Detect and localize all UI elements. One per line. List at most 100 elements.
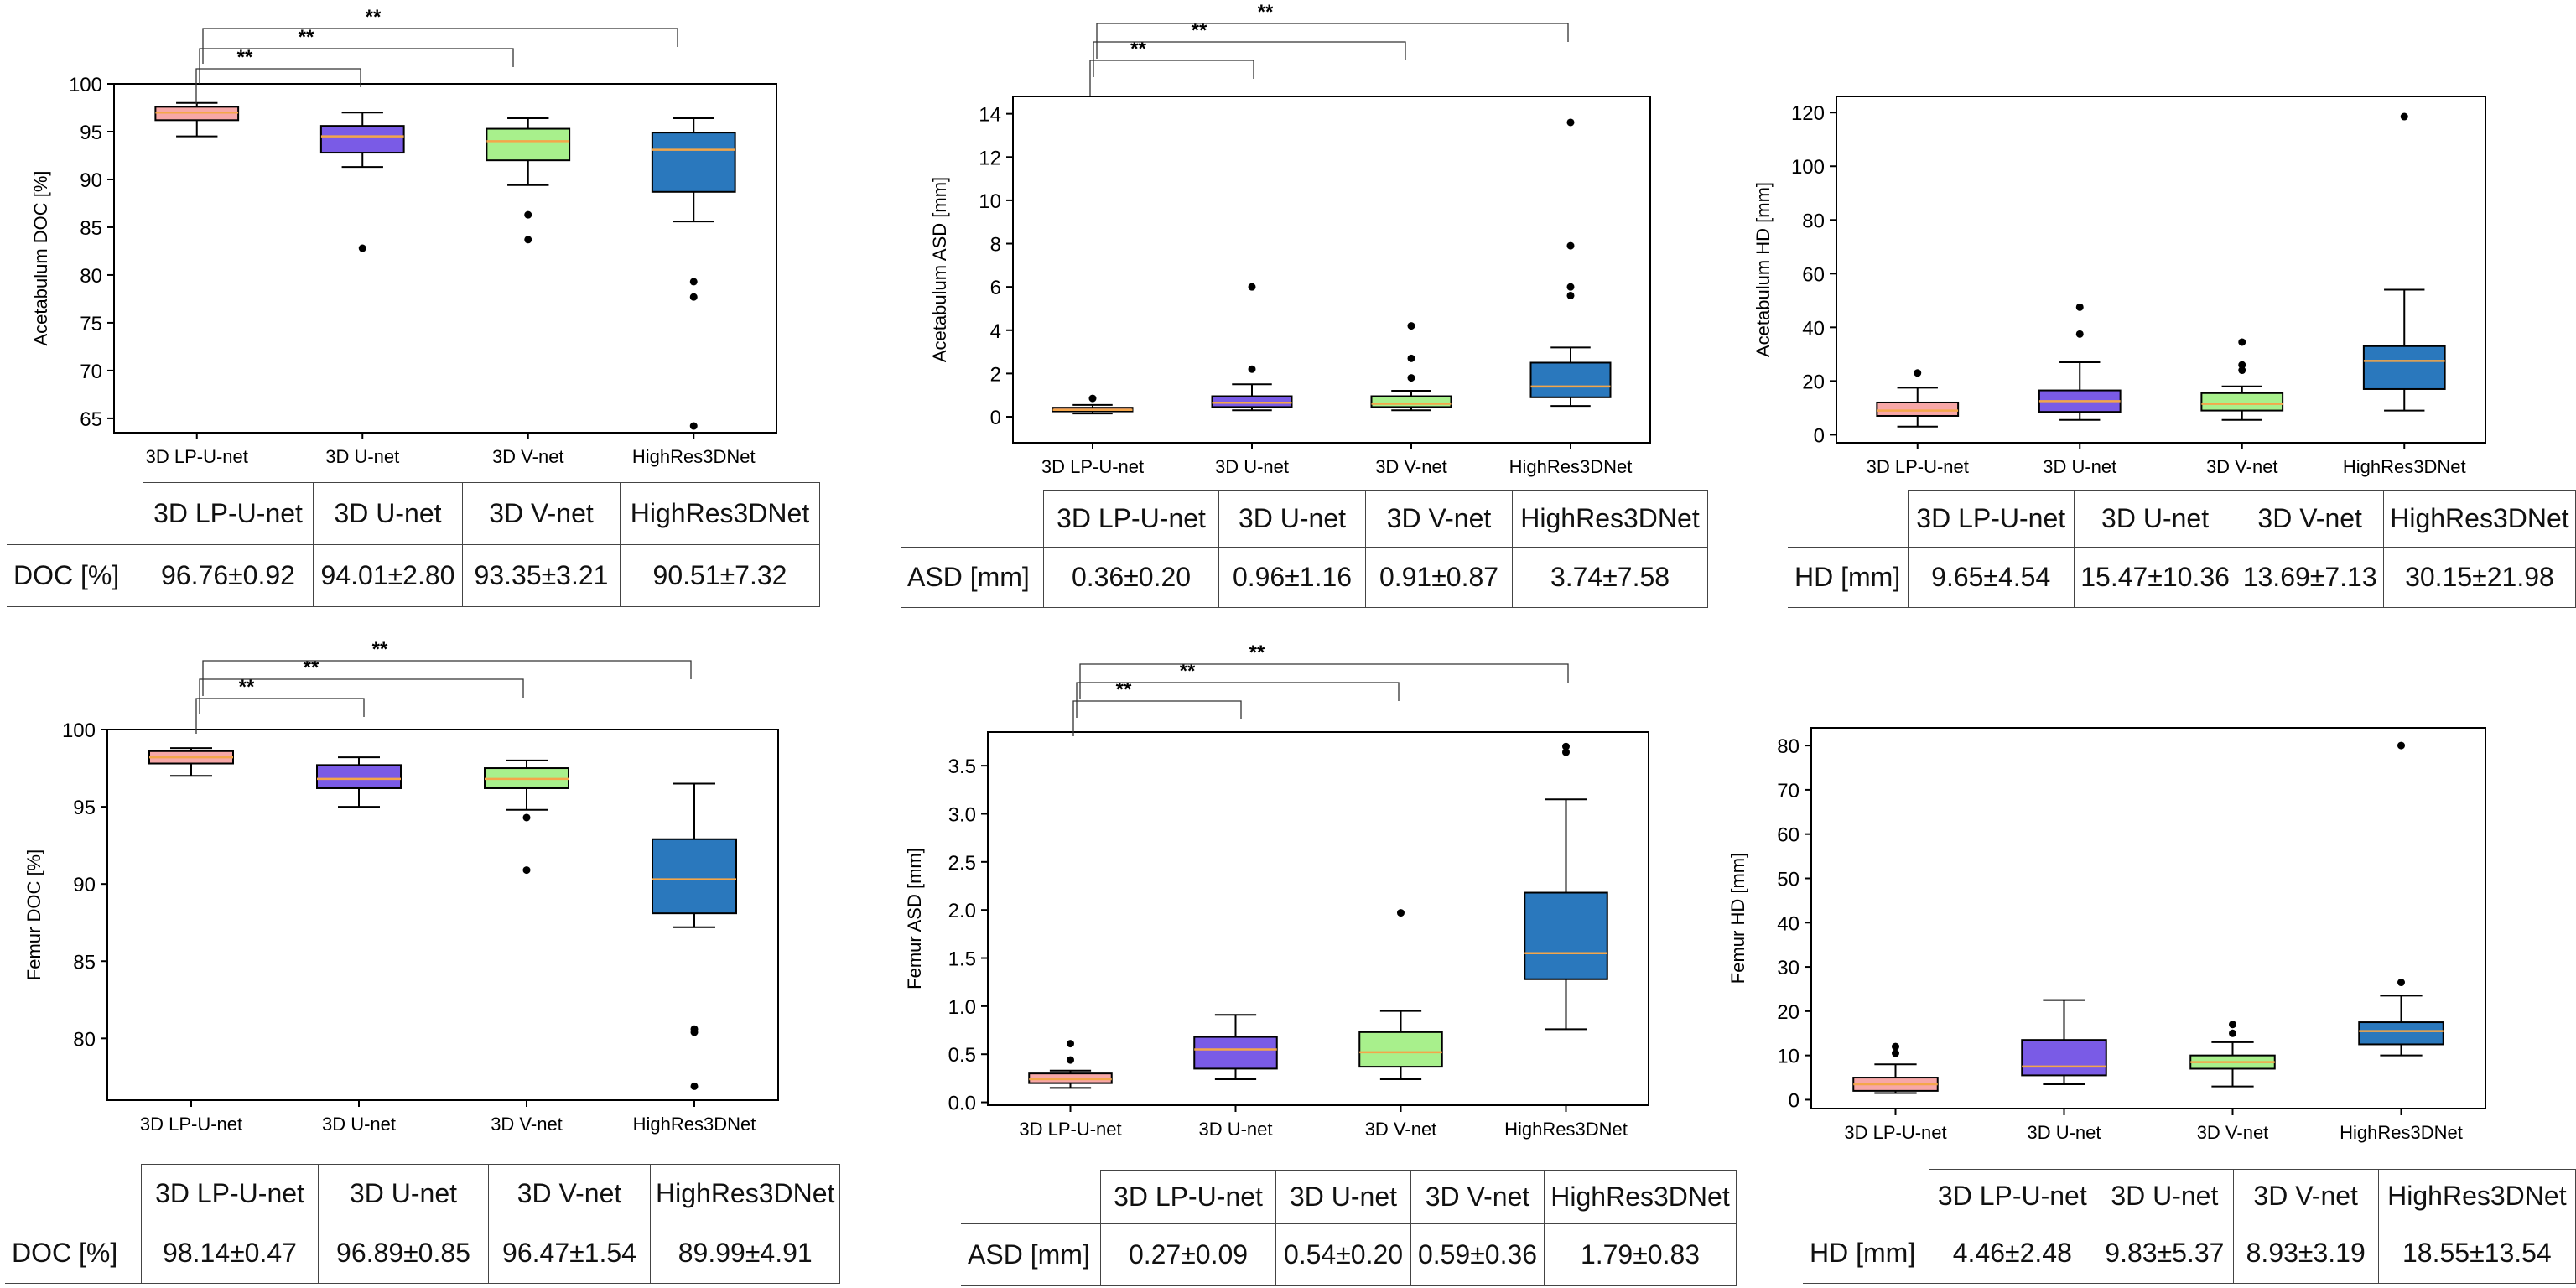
outlier-point	[1397, 909, 1405, 917]
y-tick-label: 95	[73, 797, 96, 819]
y-tick-label: 3.0	[948, 803, 976, 826]
table-header: 3D V-net	[1365, 490, 1513, 548]
table-header: 3D V-net	[2236, 490, 2384, 548]
table-cell: 8.93±3.19	[2232, 1223, 2379, 1284]
table-cell: 96.89±0.85	[318, 1223, 489, 1284]
outlier-point	[2397, 741, 2405, 750]
outlier-point	[524, 210, 532, 219]
table-header: 3D U-net	[1275, 1170, 1411, 1224]
significance-marker: **	[1192, 19, 1208, 42]
box-highres3dnet	[651, 132, 736, 193]
y-tick-label: 1.0	[948, 996, 976, 1019]
y-tick-label: 1.5	[948, 948, 976, 971]
y-axis-label: Acetabulum ASD [mm]	[929, 177, 950, 362]
significance-marker: **	[1180, 660, 1196, 683]
x-tick-label: 3D LP-U-net	[1844, 1122, 1946, 1143]
y-tick-label: 14	[979, 104, 1001, 127]
table-header: 3D V-net	[462, 482, 621, 545]
table-cell: 9.65±4.54	[1907, 547, 2075, 608]
outlier-point	[689, 422, 698, 430]
x-tick-label: 3D U-net	[325, 446, 399, 467]
table-cell: 0.59±0.36	[1410, 1223, 1545, 1286]
x-tick-label: HighRes3DNet	[2343, 456, 2466, 477]
x-tick-label: 3D LP-U-net	[1041, 456, 1144, 477]
significance-bracket	[1096, 23, 1569, 59]
significance-bracket	[1076, 682, 1400, 718]
outlier-point	[1248, 283, 1256, 291]
panel-3: 0 20 40 60 80 100 120 Acetabulum HD [mm] 3D LP-U…	[1753, 96, 2486, 477]
y-tick-label: 80	[1802, 210, 1825, 232]
panel-6: 0 10 20 30 40 50 60 70 80 Femur HD [mm] 3D LP-U-ne…	[1727, 727, 2486, 1143]
x-tick-label: HighRes3DNet	[633, 1114, 756, 1135]
outlier-point	[2397, 979, 2405, 987]
x-tick-label: 3D V-net	[2197, 1122, 2269, 1143]
y-tick-label: 10	[979, 190, 1001, 213]
table-cell: 89.99±4.91	[649, 1223, 841, 1284]
outlier-point	[690, 1082, 699, 1090]
outlier-point	[2229, 1021, 2236, 1029]
y-tick-label: 30	[1777, 957, 1800, 979]
table-corner	[5, 1164, 142, 1223]
x-tick-label: 3D LP-U-net	[1867, 456, 1969, 477]
x-tick-label: 3D V-net	[1365, 1119, 1437, 1140]
y-tick-label: 10	[1777, 1046, 1800, 1068]
panel-4: 80 85 90 95 100 Femur DOC [%] 3D LP-U-net 3D U-…	[23, 638, 779, 1135]
outlier-point	[2238, 361, 2246, 369]
stats-table-1: 3D LP-U-net 3D U-net 3D V-net HighRes3DNet D…	[7, 482, 820, 607]
table-cell: 4.46±2.48	[1928, 1223, 2097, 1284]
outlier-point	[1892, 1049, 1899, 1057]
y-tick-label: 65	[80, 408, 102, 431]
table-cell: 98.14±0.47	[141, 1223, 319, 1284]
table-header: 3D LP-U-net	[1100, 1170, 1276, 1224]
table-metric-label: ASD [mm]	[961, 1223, 1101, 1286]
box-3d-v-net	[486, 127, 571, 162]
plot-area	[1810, 727, 2486, 1109]
y-tick-label: 85	[80, 217, 102, 240]
x-tick-label: HighRes3DNet	[632, 446, 756, 467]
outlier-point	[522, 866, 531, 875]
x-tick-label: 3D LP-U-net	[140, 1114, 242, 1135]
significance-bracket	[1093, 41, 1406, 77]
box-3d-v-net	[2200, 392, 2284, 412]
y-tick-label: 12	[979, 147, 1001, 169]
y-axis-label: Femur DOC [%]	[23, 849, 44, 980]
y-axis-label: Femur HD [mm]	[1727, 853, 1748, 984]
outlier-point	[358, 244, 366, 252]
outlier-point	[2075, 330, 2084, 338]
y-tick-label: 80	[73, 1028, 96, 1051]
table-header: 3D U-net	[313, 482, 463, 545]
significance-marker: **	[237, 46, 253, 69]
y-tick-label: 0.5	[948, 1044, 976, 1067]
table-corner	[961, 1170, 1101, 1224]
table-header: 3D LP-U-net	[1928, 1169, 2097, 1223]
table-header: 3D V-net	[488, 1164, 651, 1223]
table-cell: 96.76±0.92	[143, 544, 314, 607]
box-3d-u-net	[1193, 1036, 1278, 1070]
table-metric-label: HD [mm]	[1788, 547, 1909, 608]
y-tick-label: 85	[73, 951, 96, 974]
x-tick-label: 3D LP-U-net	[1019, 1119, 1121, 1140]
significance-marker: **	[366, 6, 382, 29]
significance-marker: **	[1249, 641, 1265, 664]
x-tick-label: 3D V-net	[2206, 456, 2278, 477]
outlier-point	[689, 293, 698, 301]
outlier-point	[1407, 322, 1415, 330]
table-cell: 1.79±0.83	[1544, 1223, 1737, 1286]
table-header: 3D V-net	[2232, 1169, 2379, 1223]
y-tick-label: 2.0	[948, 900, 976, 922]
x-tick-label: 3D U-net	[1198, 1119, 1272, 1140]
outlier-point	[1566, 283, 1575, 291]
table-header: 3D V-net	[1410, 1170, 1545, 1224]
table-header: 3D U-net	[2096, 1169, 2234, 1223]
box-3d-u-net	[2021, 1039, 2107, 1077]
outlier-point	[689, 278, 698, 286]
x-tick-label: 3D U-net	[2043, 456, 2116, 477]
box-highres3dnet	[652, 838, 737, 915]
significance-marker: **	[239, 676, 255, 699]
significance-marker: **	[372, 638, 388, 661]
y-tick-label: 0	[1814, 424, 1825, 447]
y-tick-label: 60	[1802, 263, 1825, 286]
box-highres3dnet	[1524, 891, 1608, 980]
y-tick-label: 40	[1802, 317, 1825, 340]
